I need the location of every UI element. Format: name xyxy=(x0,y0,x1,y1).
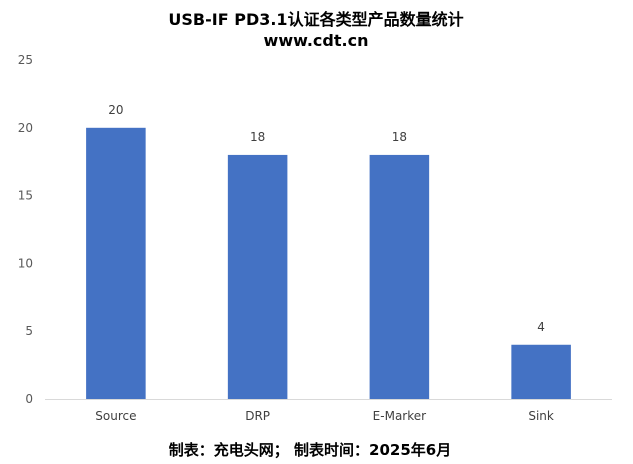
chart-footer: 制表：充电头网； 制表时间：2025年6月 xyxy=(169,441,451,459)
bar xyxy=(86,127,146,400)
bars xyxy=(86,127,571,400)
chart-subtitle: www.cdt.cn xyxy=(264,31,369,50)
bar xyxy=(511,344,571,399)
data-label: 4 xyxy=(537,320,545,334)
bar xyxy=(227,154,288,399)
x-tick-label: Source xyxy=(95,409,136,423)
chart-title: USB-IF PD3.1认证各类型产品数量统计 xyxy=(168,10,463,29)
data-label: 18 xyxy=(250,130,265,144)
data-label: 18 xyxy=(392,130,407,144)
y-axis: 0 5 10 15 20 25 xyxy=(18,53,33,406)
y-tick-label: 0 xyxy=(25,392,33,406)
bar xyxy=(369,154,430,399)
x-tick-label: Sink xyxy=(528,409,554,423)
y-tick-label: 15 xyxy=(18,189,33,203)
y-tick-label: 20 xyxy=(18,121,33,135)
x-tick-label: DRP xyxy=(245,409,270,423)
y-tick-label: 10 xyxy=(18,256,33,270)
data-label: 20 xyxy=(108,103,123,117)
data-labels: 20 18 18 4 xyxy=(108,103,545,334)
y-tick-label: 25 xyxy=(18,53,33,67)
y-tick-label: 5 xyxy=(25,324,33,338)
x-tick-label: E-Marker xyxy=(373,409,426,423)
x-axis: Source DRP E-Marker Sink xyxy=(95,409,554,423)
